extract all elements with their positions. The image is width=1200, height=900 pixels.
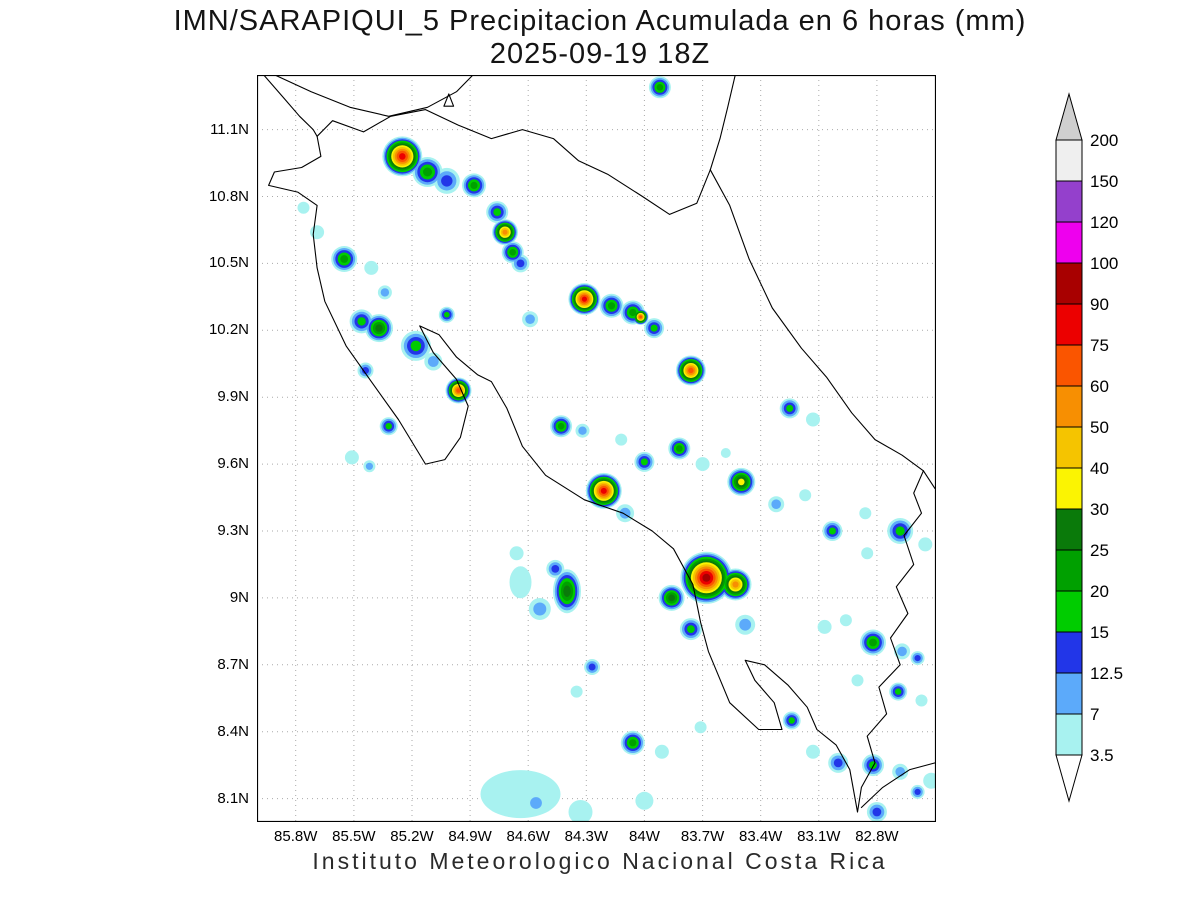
lon-tick-label: 85.8W — [274, 828, 318, 845]
colorbar-segment — [1055, 672, 1083, 715]
colorbar-legend: 3.5 7 12.5 15 20 25 30 40 50 60 75 90 100 120 150 200 — [1050, 90, 1150, 805]
colorbar-tick-label: 50 — [1090, 418, 1109, 437]
colorbar-segment — [1055, 590, 1083, 633]
map-plot-area — [257, 75, 936, 822]
precipitation-field — [297, 76, 936, 822]
colorbar-segment — [1055, 713, 1083, 756]
title-line-1: IMN/SARAPIQUI_5 Precipitacion Acumulada … — [173, 5, 1027, 37]
lat-tick-label: 9.9N — [217, 388, 249, 406]
colorbar-segment — [1055, 467, 1083, 510]
colorbar-tick-label: 90 — [1090, 295, 1109, 314]
colorbar-tick-label: 75 — [1090, 336, 1109, 355]
colorbar-tick-label: 7 — [1090, 705, 1099, 724]
colorbar-segment — [1055, 426, 1083, 469]
lon-tick-label: 84.9W — [448, 828, 492, 845]
colorbar: 3.5 7 12.5 15 20 25 30 40 50 60 75 90 100 120 150 200 — [1055, 92, 1123, 803]
colorbar-tick-label: 3.5 — [1090, 746, 1114, 765]
lon-tick-label: 84W — [629, 828, 660, 845]
colorbar-arrow-down — [1055, 754, 1083, 803]
footer-caption: Instituto Meteorologico Nacional Costa R… — [312, 848, 888, 874]
colorbar-segment — [1055, 385, 1083, 428]
lon-tick-label: 85.5W — [332, 828, 376, 845]
colorbar-segment — [1055, 344, 1083, 387]
colorbar-arrow-up — [1055, 92, 1083, 141]
lat-tick-label: 8.4N — [217, 722, 249, 740]
lon-tick-label: 84.6W — [506, 828, 550, 845]
lon-tick-label: 84.3W — [564, 828, 608, 845]
colorbar-tick-label: 12.5 — [1090, 664, 1123, 683]
lat-tick-label: 8.7N — [217, 655, 249, 673]
coastline-borders — [263, 75, 936, 813]
colorbar-tick-label: 30 — [1090, 500, 1109, 519]
grid-lines — [257, 75, 936, 822]
lat-tick-label: 9.3N — [217, 522, 249, 539]
colorbar-segment — [1055, 262, 1083, 305]
colorbar-tick-label: 60 — [1090, 377, 1109, 396]
lon-tick-label: 85.2W — [390, 828, 434, 845]
plot-frame — [257, 75, 936, 822]
lat-tick-label: 10.2N — [208, 321, 249, 339]
lon-tick-label: 82.8W — [855, 828, 899, 845]
colorbar-segment — [1055, 549, 1083, 592]
page-title: IMN/SARAPIQUI_5 Precipitacion Acumulada … — [0, 5, 1200, 71]
colorbar-segment — [1055, 221, 1083, 264]
colorbar-tick-label: 100 — [1090, 254, 1118, 273]
lon-tick-label: 83.1W — [797, 828, 841, 845]
colorbar-segment — [1055, 508, 1083, 551]
lat-tick-label: 10.5N — [208, 254, 249, 272]
colorbar-tick-label: 20 — [1090, 582, 1109, 601]
colorbar-tick-label: 25 — [1090, 541, 1109, 560]
colorbar-segment — [1055, 139, 1083, 182]
lon-tick-label: 83.7W — [680, 828, 725, 845]
title-line-2: 2025-09-19 18Z — [489, 38, 711, 70]
lat-tick-label: 10.8N — [208, 187, 249, 205]
lat-tick-label: 8.1N — [217, 789, 249, 807]
lat-tick-label: 9.6N — [217, 455, 249, 473]
colorbar-tick-label: 120 — [1090, 213, 1118, 232]
lat-tick-label: 11.1N — [210, 120, 249, 138]
precipitation-map — [257, 75, 936, 822]
colorbar-tick-label: 150 — [1090, 172, 1118, 191]
lon-tick-label: 83.4W — [738, 828, 783, 845]
colorbar-segment — [1055, 180, 1083, 223]
lat-tick-label: 9N — [229, 588, 249, 606]
colorbar-tick-label: 15 — [1090, 623, 1109, 642]
colorbar-tick-label: 40 — [1090, 459, 1109, 478]
colorbar-tick-label: 200 — [1090, 131, 1118, 150]
colorbar-segment — [1055, 631, 1083, 674]
colorbar-segment — [1055, 303, 1083, 346]
